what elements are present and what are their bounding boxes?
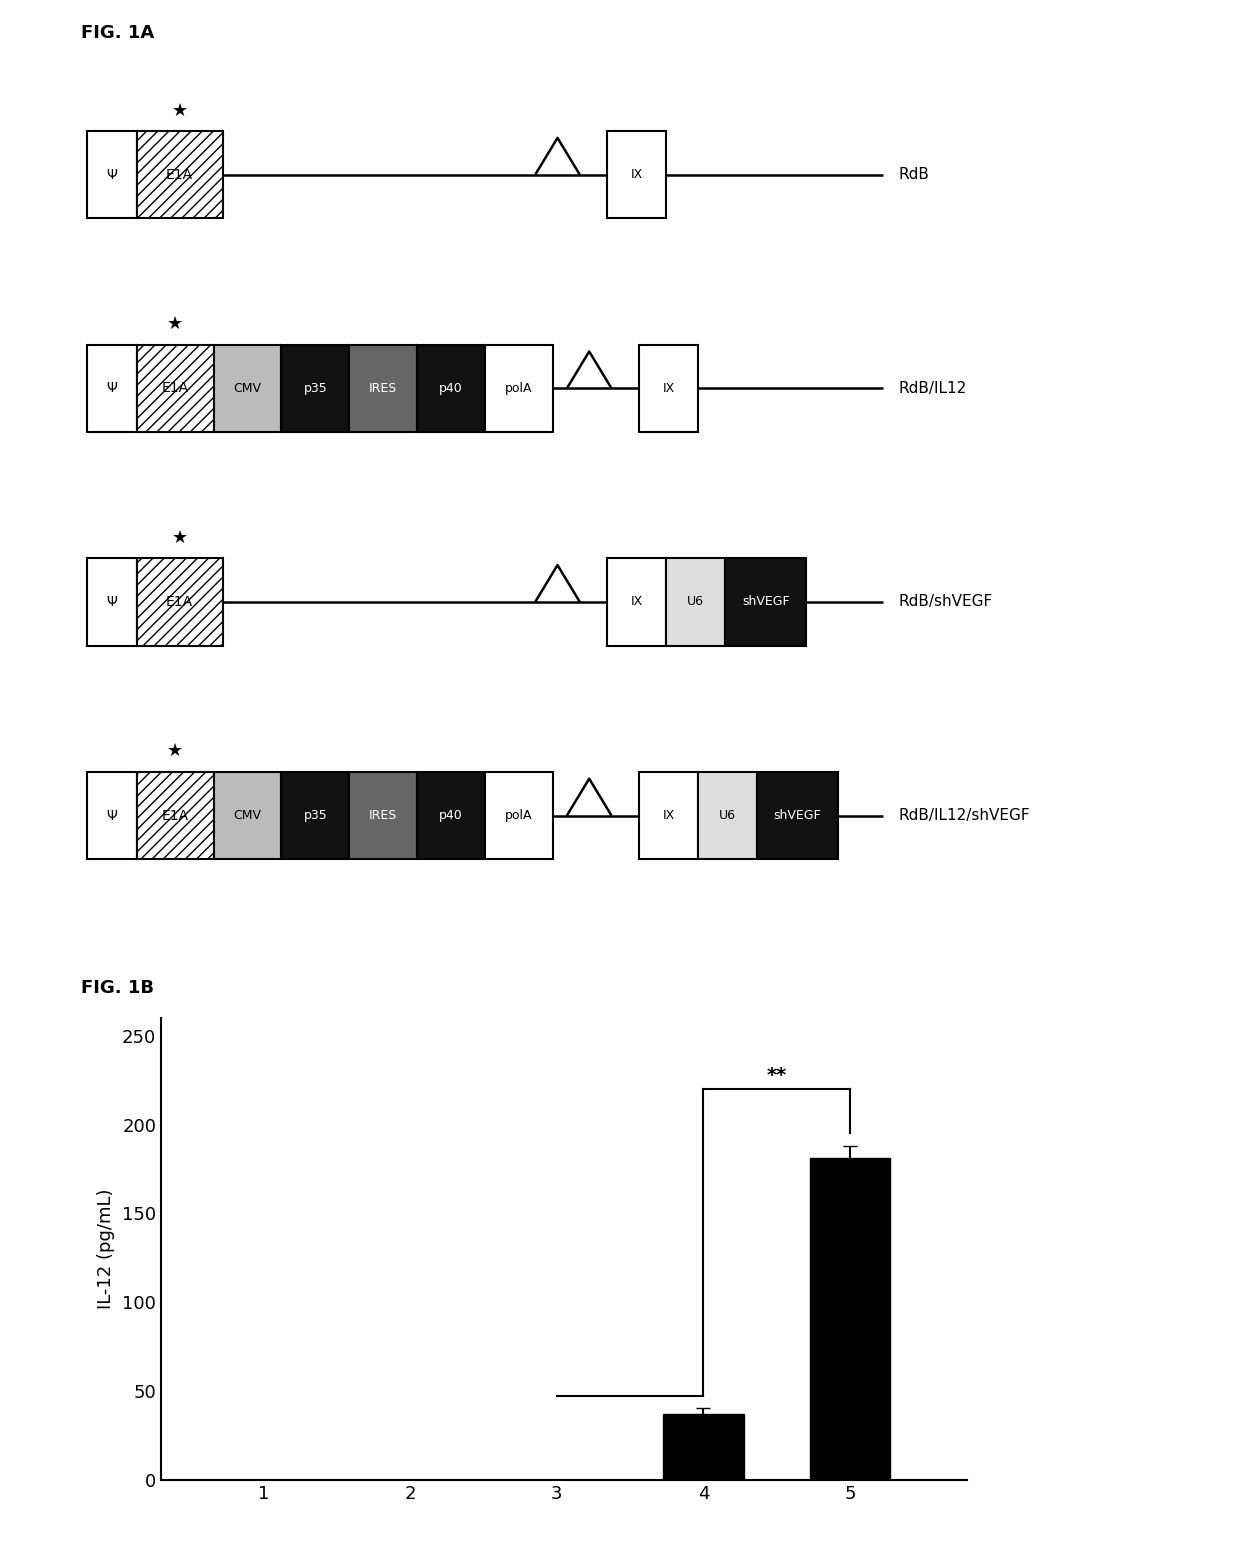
Bar <box>87 772 136 860</box>
Text: E1A: E1A <box>166 168 193 182</box>
Bar <box>663 1414 744 1480</box>
Text: U6: U6 <box>719 810 735 822</box>
Text: ★: ★ <box>167 315 184 334</box>
Bar <box>136 557 223 645</box>
Text: Ψ: Ψ <box>107 808 117 822</box>
Bar <box>698 772 756 860</box>
Text: shVEGF: shVEGF <box>742 595 790 609</box>
Text: IX: IX <box>662 382 675 395</box>
Text: IX: IX <box>631 595 642 609</box>
Bar <box>87 132 136 219</box>
Bar <box>136 772 213 860</box>
Bar <box>485 772 553 860</box>
Text: CMV: CMV <box>233 382 262 395</box>
Text: polA: polA <box>505 382 533 395</box>
Bar <box>87 345 136 432</box>
Bar <box>666 557 725 645</box>
Text: FIG. 1A: FIG. 1A <box>81 25 154 42</box>
Bar <box>136 132 223 219</box>
Text: IX: IX <box>662 810 675 822</box>
Bar <box>725 557 806 645</box>
Text: Ψ: Ψ <box>107 168 117 182</box>
Bar <box>136 345 213 432</box>
Text: RdB: RdB <box>898 168 929 182</box>
Bar <box>639 345 698 432</box>
Text: E1A: E1A <box>166 595 193 609</box>
Text: FIG. 1B: FIG. 1B <box>81 979 154 996</box>
Text: p35: p35 <box>304 382 327 395</box>
Text: E1A: E1A <box>161 382 188 395</box>
Text: U6: U6 <box>687 595 704 609</box>
Bar <box>350 772 417 860</box>
Text: RdB/IL12/shVEGF: RdB/IL12/shVEGF <box>898 808 1030 824</box>
Text: E1A: E1A <box>161 808 188 822</box>
Bar <box>608 132 666 219</box>
Bar <box>639 772 698 860</box>
Text: IX: IX <box>631 168 642 182</box>
Bar <box>485 345 553 432</box>
Bar <box>608 557 666 645</box>
Text: ★: ★ <box>171 102 187 119</box>
Bar <box>87 557 136 645</box>
Text: IRES: IRES <box>370 382 397 395</box>
Text: Ψ: Ψ <box>107 382 117 395</box>
Text: p40: p40 <box>439 810 463 822</box>
Text: **: ** <box>766 1066 787 1085</box>
Text: p35: p35 <box>304 810 327 822</box>
Text: p40: p40 <box>439 382 463 395</box>
Bar <box>756 772 838 860</box>
Text: IRES: IRES <box>370 810 397 822</box>
Text: ★: ★ <box>171 529 187 547</box>
Bar <box>417 345 485 432</box>
Text: polA: polA <box>505 810 533 822</box>
Bar <box>417 772 485 860</box>
Text: ★: ★ <box>167 742 184 760</box>
Text: RdB/IL12: RdB/IL12 <box>898 381 966 396</box>
Text: Ψ: Ψ <box>107 595 117 609</box>
Bar <box>350 345 417 432</box>
Text: RdB/shVEGF: RdB/shVEGF <box>898 595 992 609</box>
Text: shVEGF: shVEGF <box>774 810 821 822</box>
Y-axis label: IL-12 (pg/mL): IL-12 (pg/mL) <box>97 1189 115 1309</box>
Bar <box>281 345 350 432</box>
Text: CMV: CMV <box>233 810 262 822</box>
Bar <box>213 345 281 432</box>
Bar <box>213 772 281 860</box>
Bar <box>810 1159 890 1480</box>
Bar <box>281 772 350 860</box>
